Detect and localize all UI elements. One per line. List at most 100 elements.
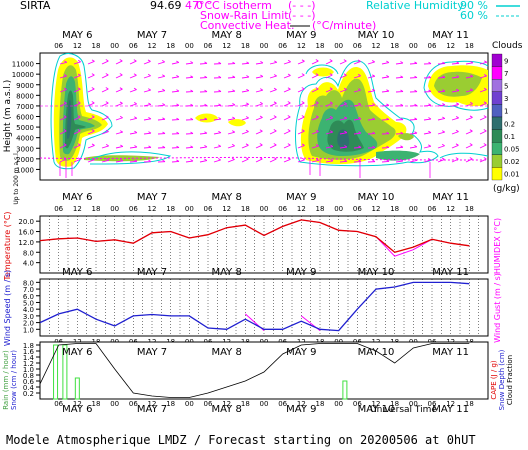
hour-label: 06 [353, 400, 362, 408]
hour-label: 06 [129, 400, 138, 408]
precip-tick-label: 0.4 [23, 384, 35, 392]
day-label-lower: MAY 8 [211, 192, 241, 203]
wind-arrow-head [218, 130, 222, 134]
wind-arrow-head [344, 145, 348, 148]
wind-arrow [73, 75, 81, 79]
wind-arrow-head [400, 145, 404, 148]
day-label-lower: MAY 6 [62, 404, 92, 415]
temp-tick-label: 8.0 [23, 249, 34, 257]
wind-arrow-head [148, 116, 152, 120]
day-label-lower: MAY 7 [137, 404, 167, 415]
wind-arrow-head [204, 61, 208, 64]
colorbar-cell [491, 154, 503, 168]
wind-arrow [339, 74, 347, 79]
wind-arrow [59, 61, 67, 65]
hour-label: 12 [372, 42, 381, 50]
wind-arrow [423, 132, 431, 135]
wind-arrow [101, 88, 109, 93]
day-label-lower: MAY 11 [432, 192, 469, 203]
wind-arrow-head [483, 74, 487, 77]
wind-arrow [87, 130, 95, 135]
wind-arrow [129, 89, 137, 93]
precip-tick-label: 0.8 [23, 372, 34, 380]
colorbar-cell [491, 142, 503, 155]
wind-arrow [269, 116, 277, 121]
wind-arrow-head [315, 59, 319, 62]
wind-arrow [381, 62, 389, 65]
wind-panel: 1.02.03.04.05.06.07.08.0 Wind Speed (m /… [3, 270, 502, 346]
hour-label: 06 [428, 42, 437, 50]
wind-arrow [395, 76, 404, 79]
wind-speed-ylabel: Wind Speed (m / s) [3, 270, 12, 346]
wind-arrow [479, 61, 487, 65]
hour-label: 12 [148, 400, 157, 408]
wind-arrow [381, 76, 389, 79]
wind-arrow [269, 158, 277, 163]
wind-arrow [437, 76, 446, 79]
wind-arrow [129, 74, 137, 79]
wind-arrow-head [455, 116, 459, 119]
wind-arrow [367, 61, 375, 65]
wind-arrow-head [273, 115, 277, 118]
wind-arrow-head [455, 129, 459, 132]
day-label-lower: MAY 8 [211, 404, 241, 415]
wind-arrow [115, 74, 123, 79]
wind-arrow [311, 102, 319, 107]
wind-arrow [437, 90, 446, 93]
hour-label: 12 [73, 205, 82, 213]
wind-arrow-head [329, 87, 333, 90]
day-label-lower: MAY 10 [358, 347, 395, 358]
wind-arrow-head [400, 75, 404, 78]
wind-arrow-head [204, 89, 208, 93]
wind-arrow [409, 62, 418, 65]
wind-arrow-head [273, 87, 277, 90]
wind-arrow-head [63, 157, 67, 160]
wind-arrow-head [301, 157, 305, 161]
hour-label: 06 [129, 205, 138, 213]
wind-arrow [129, 60, 137, 65]
wind-arrow-head [287, 59, 291, 63]
hour-label: 18 [465, 205, 474, 213]
wind-arrow-head [316, 158, 320, 161]
wind-arrow [171, 160, 180, 163]
hour-label: 12 [446, 205, 455, 213]
wind-arrow-head [190, 159, 194, 162]
height-tick-label: 11000 [12, 61, 34, 69]
wind-arrow-head [470, 88, 473, 91]
wind-arrow-head [344, 159, 348, 162]
hour-label: 06 [204, 205, 213, 213]
precip-axis: 0.20.40.60.81.01.21.41.61.8 [23, 342, 40, 398]
wind-arrow-head [372, 103, 376, 106]
wind-arrow [115, 131, 123, 135]
hour-label: 00 [260, 42, 269, 50]
day-label-lower: MAY 6 [62, 267, 92, 278]
wind-arrow [283, 130, 291, 135]
footer-title: Modele Atmospherique LMDZ / Forecast sta… [6, 433, 476, 447]
wind-arrow-head [232, 61, 236, 64]
wind-arrow [325, 103, 333, 107]
height-tick-label: 3000 [16, 145, 34, 153]
wind-arrow-head [232, 102, 236, 106]
wind-arrow [465, 76, 473, 79]
hour-label: 00 [110, 205, 119, 213]
colorbar-label: 0.01 [504, 171, 520, 179]
wind-arrow-head [344, 116, 348, 119]
precip-tick-label: 0.6 [23, 378, 35, 386]
wind-arrow-head [119, 73, 123, 76]
wind-arrow-head [259, 115, 263, 118]
wind-arrow-head [386, 60, 390, 63]
wind-arrow [241, 76, 249, 79]
wind-arrow [87, 102, 95, 107]
wind-arrow-head [469, 143, 473, 146]
wind-arrow [311, 116, 319, 121]
rh-contour-may6 [50, 53, 113, 170]
wind-arrow [353, 118, 361, 121]
legend-relative-humidity: Relative Humidity [366, 0, 464, 12]
wind-arrow-head [245, 143, 249, 146]
wind-arrow-head [358, 145, 362, 148]
day-label-lower: MAY 11 [432, 404, 469, 415]
wind-arrow-head [301, 59, 305, 62]
wind-arrow [325, 60, 333, 65]
temperature-ylabel: Temperature (°C) [3, 211, 12, 281]
wind-arrow-head [91, 143, 95, 146]
